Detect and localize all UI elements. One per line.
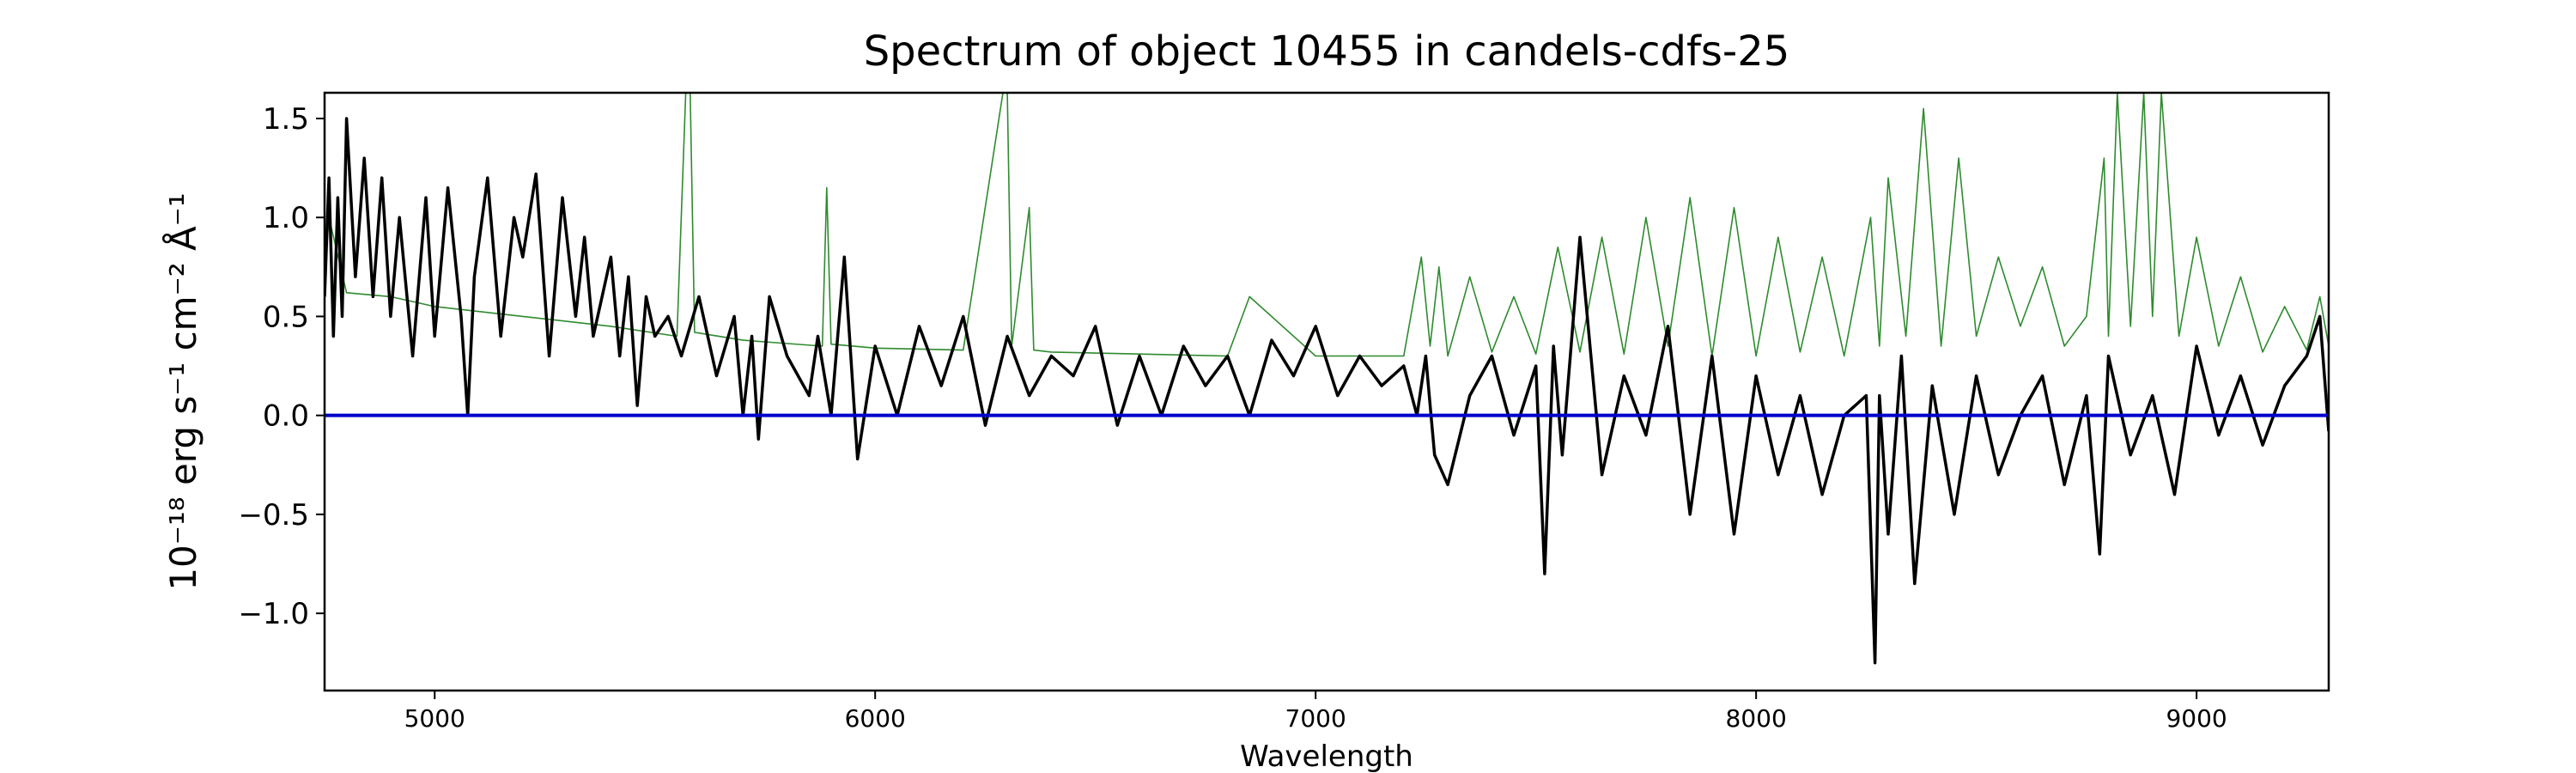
plot-frame: [323, 91, 2330, 692]
chart-title: Spectrum of object 10455 in candels-cdfs…: [864, 27, 1790, 76]
y-tick-label: 0.0: [263, 399, 309, 434]
x-axis: 5000 6000 7000 8000 9000: [404, 691, 2227, 733]
y-tick-label: −0.5: [238, 498, 309, 533]
y-tick-label: −1.0: [238, 597, 309, 631]
y-tick-label: 0.5: [263, 300, 309, 334]
x-tick-label: 5000: [404, 704, 465, 733]
flux-series-line: [325, 117, 2329, 665]
y-tick-label: 1.5: [263, 102, 309, 137]
x-axis-label: Wavelength: [1240, 740, 1413, 773]
error-series-line: [325, 93, 2329, 357]
y-axis-label: 10⁻¹⁸ erg s⁻¹ cm⁻² Å⁻¹: [161, 192, 204, 590]
x-tick-label: 8000: [1726, 704, 1787, 733]
x-tick-label: 7000: [1285, 704, 1346, 733]
y-tick-label: 1.0: [263, 201, 309, 235]
y-axis: −1.0 −0.5 0.0 0.5 1.0 1.5: [238, 102, 325, 631]
x-tick-label: 6000: [845, 704, 906, 733]
x-tick-label: 9000: [2166, 704, 2227, 733]
plot-area: [325, 93, 2329, 665]
